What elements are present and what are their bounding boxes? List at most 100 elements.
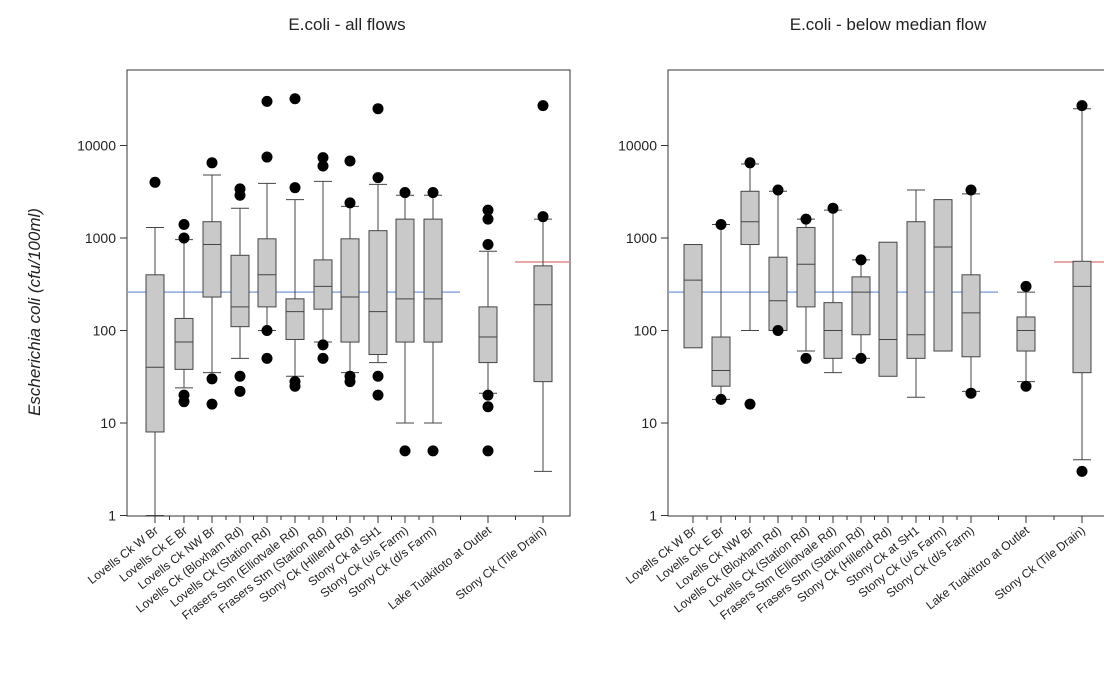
box-iqr [851, 276, 871, 336]
box-3 [202, 157, 222, 410]
box-iqr [768, 256, 788, 331]
outlier-point [372, 103, 384, 115]
y-axis-label: Escherichia coli (cfu/100ml) [25, 208, 44, 416]
box-6 [285, 93, 305, 392]
y-tick-label: 10 [641, 415, 657, 431]
outlier-point [261, 151, 273, 163]
outlier-point [344, 370, 356, 382]
outlier-point [482, 401, 494, 413]
outlier-point [715, 393, 727, 405]
box-iqr [313, 259, 333, 310]
outlier-point [149, 176, 161, 188]
y-tick-label: 10 [100, 415, 116, 431]
box-8 [878, 241, 898, 377]
outlier-point [1076, 465, 1088, 477]
outlier-point [965, 184, 977, 196]
box-iqr [423, 218, 443, 343]
box-iqr [174, 317, 194, 370]
outlier-point [289, 376, 301, 388]
outlier-point [537, 211, 549, 223]
outlier-point [772, 325, 784, 336]
box-iqr [878, 241, 898, 377]
outlier-point [399, 445, 411, 457]
box-2 [174, 218, 194, 408]
outlier-point [178, 232, 190, 244]
box-8 [340, 155, 360, 388]
box-iqr [933, 199, 953, 352]
outlier-point [744, 398, 756, 410]
box-iqr [961, 274, 981, 358]
outlier-point [372, 389, 384, 401]
box-11 [961, 184, 981, 399]
outlier-point [372, 172, 384, 184]
outlier-point [427, 445, 439, 457]
box-1 [145, 176, 165, 516]
box-3 [740, 157, 760, 410]
box-iqr [368, 230, 388, 356]
box-12 [1016, 280, 1036, 392]
outlier-point [317, 160, 329, 172]
outlier-point [399, 187, 411, 199]
box-10 [395, 187, 415, 457]
box-10 [933, 199, 953, 352]
outlier-point [178, 389, 190, 401]
box-iqr [145, 274, 165, 433]
outlier-point [482, 213, 494, 225]
outlier-point [289, 93, 301, 105]
box-iqr [285, 298, 305, 340]
outlier-point [482, 204, 494, 216]
box-11 [423, 187, 443, 457]
chart-title: E.coli - all flows [288, 15, 405, 34]
outlier-point [1020, 280, 1032, 292]
box-9 [368, 103, 388, 401]
outlier-point [715, 218, 727, 230]
outlier-point [1076, 100, 1088, 112]
y-tick-label: 100 [634, 323, 658, 339]
outlier-point [206, 398, 218, 410]
box-iqr [202, 221, 222, 298]
outlier-point [261, 325, 273, 336]
outlier-point [965, 387, 977, 399]
y-tick-label: 1000 [85, 230, 116, 246]
box-13 [1072, 100, 1092, 477]
box-4 [230, 183, 250, 397]
outlier-point [800, 213, 812, 225]
outlier-point [206, 157, 218, 169]
box-9 [906, 189, 926, 398]
box-iqr [683, 244, 703, 349]
box-2 [711, 218, 731, 405]
y-tick-label: 10000 [618, 138, 657, 154]
x-tick-label: Stony Ck (Tile Drain) [992, 523, 1088, 602]
outlier-point [178, 218, 190, 230]
y-tick-label: 1 [649, 508, 657, 524]
x-tick-label: Stony Ck (Tile Drain) [453, 523, 549, 602]
box-iqr [796, 226, 816, 308]
outlier-point [344, 197, 356, 209]
box-iqr [1072, 260, 1092, 374]
box-5 [257, 95, 277, 364]
box-iqr [906, 221, 926, 359]
box-iqr [740, 190, 760, 246]
outlier-point [234, 370, 246, 382]
panel-all-flows: E.coli - all flows 110100100010000Lovell… [77, 15, 571, 623]
outlier-point [427, 187, 439, 199]
box-13 [533, 100, 553, 472]
outlier-point [855, 352, 867, 364]
box-iqr [395, 218, 415, 343]
box-iqr [711, 336, 731, 387]
box-iqr [257, 238, 277, 308]
outlier-point [317, 352, 329, 364]
box-7 [313, 152, 333, 364]
box-iqr [230, 254, 250, 328]
box-iqr [533, 265, 553, 383]
y-tick-label: 1000 [626, 230, 657, 246]
box-iqr [478, 306, 498, 364]
outlier-point [372, 370, 384, 382]
outlier-point [234, 183, 246, 195]
box-iqr [340, 238, 360, 343]
outlier-point [261, 352, 273, 364]
outlier-point [855, 254, 867, 266]
